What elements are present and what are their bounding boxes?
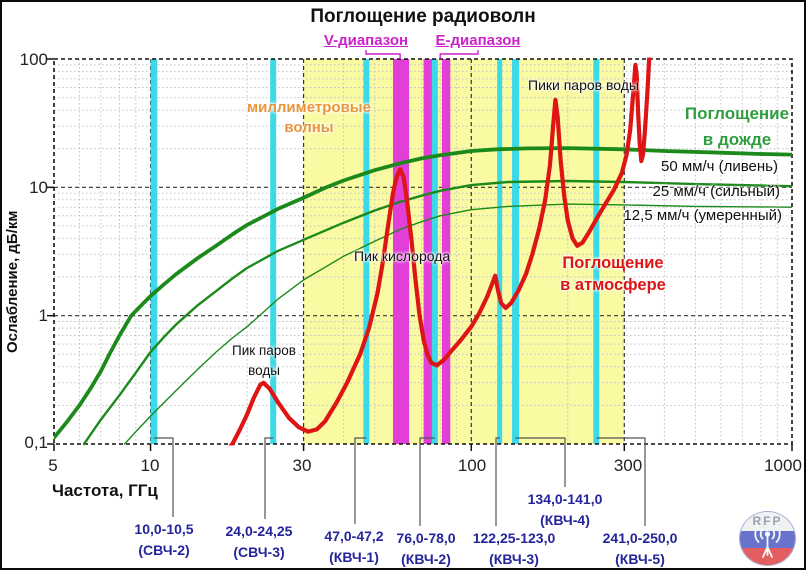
mm-wave-band [303, 59, 625, 444]
allocation-band [150, 59, 158, 444]
allocation-range: 122,25-123,0 [472, 530, 556, 546]
allocation-band [593, 59, 600, 444]
allocation-band [512, 59, 520, 444]
y-axis-tick-label: 100 [19, 50, 48, 69]
allocation-band-name: (КВЧ-5) [615, 551, 665, 567]
rfp-logo: RFP [739, 511, 796, 566]
allocation-range: 241,0-250,0 [602, 530, 678, 546]
water-vapor-peak-label: Пик паров воды [232, 343, 296, 378]
allocation-band [270, 59, 277, 444]
y-axis-tick-label: 0,1 [24, 433, 48, 452]
x-axis-tick-label: 10 [140, 456, 160, 475]
allocation-label-svch3: 24,0-24,25 (СВЧ-3) [226, 521, 293, 563]
rain-absorption-label: Поглощение в дожде [684, 104, 790, 149]
v-e-band [423, 59, 434, 444]
curve-rain12 [123, 203, 792, 445]
atmosphere-absorption-label: Поглощение в атмосфере [560, 254, 666, 294]
callout-line [495, 437, 500, 526]
allocation-range: 134,0-141,0 [527, 491, 603, 507]
allocation-band [497, 59, 503, 444]
allocation-label-kvch5: 241,0-250,0 (КВЧ-5) [602, 528, 678, 568]
x-axis-tick-label: 30 [292, 456, 312, 475]
callout-line [354, 437, 367, 524]
x-axis-tick-label: 300 [613, 456, 643, 475]
allocation-band-name: (КВЧ-3) [489, 551, 539, 567]
allocation-band-name: (КВЧ-1) [329, 549, 379, 565]
allocation-band-name: (КВЧ-2) [401, 551, 451, 567]
band-header-connector [439, 50, 479, 59]
band-layer-background [303, 59, 625, 444]
allocation-label-svch2: 10,0-10,5 (СВЧ-2) [134, 519, 193, 561]
callout-line [596, 437, 646, 526]
curve-atmosphere [228, 57, 652, 446]
v-e-band [392, 59, 410, 444]
allocation-band-name: (СВЧ-3) [233, 544, 285, 560]
antenna-icon [754, 525, 781, 558]
allocation-band [431, 59, 438, 444]
x-axis-tick-label: 1000 [764, 456, 802, 475]
allocation-range: 76,0-78,0 [396, 530, 456, 546]
callout-line [419, 437, 435, 526]
water-vapor-peaks-label: Пики паров воды [528, 77, 639, 93]
allocation-band-name: (КВЧ-4) [540, 512, 590, 528]
allocation-label-kvch4: 134,0-141,0 (КВЧ-4) [528, 489, 603, 531]
chart-title: Поглощение радиоволн [310, 6, 536, 27]
allocation-band [363, 59, 370, 444]
y-axis-title: Ослабление, дБ/км [4, 210, 21, 354]
v-e-band [441, 59, 451, 444]
allocation-label-kvch2: 76,0-78,0 (КВЧ-2) [396, 528, 456, 568]
x-axis-title: Частота, ГГц [52, 481, 158, 500]
v-band-header: V-диапазон [323, 32, 409, 49]
callout-line [515, 437, 566, 487]
band-header-connector [365, 50, 401, 59]
y-axis-tick-label: 1 [38, 306, 48, 325]
curves [54, 57, 792, 446]
curve-rain25 [82, 179, 792, 446]
rain-rate-125-label: 12,5 мм/ч (умеренный) [623, 207, 782, 224]
axis-ticks [47, 58, 793, 451]
callout-lines [153, 50, 646, 526]
rain-rate-25-label: 25 мм/ч (сильный) [652, 183, 780, 200]
allocation-label-kvch1: 47,0-47,2 (КВЧ-1) [324, 526, 383, 568]
plot-border [53, 58, 793, 445]
rain-rate-50-label: 50 мм/ч (ливень) [661, 158, 778, 175]
callout-line [264, 437, 274, 519]
y-axis-tick-label: 10 [29, 178, 48, 197]
millimeter-waves-label: миллиметровые волны [247, 99, 371, 136]
allocation-label-kvch3: 122,25-123,0 (КВЧ-3) [472, 528, 556, 568]
allocation-range: 10,0-10,5 [134, 521, 194, 537]
rfp-logo-text: RFP [752, 514, 783, 528]
allocation-range: 24,0-24,25 [225, 523, 293, 539]
allocation-band-name: (СВЧ-2) [138, 542, 190, 558]
oxygen-peak-label: Пик кислорода [354, 248, 451, 264]
callout-line [153, 437, 174, 517]
x-axis-tick-label: 5 [48, 456, 58, 475]
e-band-header: Е-диапазон [435, 32, 521, 49]
curve-rain50 [54, 146, 792, 440]
band-layer-allocations [150, 59, 600, 444]
x-axis-tick-label: 100 [457, 456, 487, 475]
allocation-range: 47,0-47,2 [324, 528, 384, 544]
